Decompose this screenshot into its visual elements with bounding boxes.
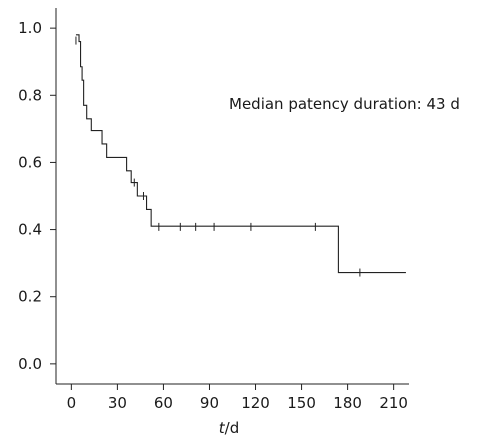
y-ticks: 0.0 0.2 0.4 0.6 0.8 1.0 — [18, 19, 56, 373]
y-tick-label: 0.2 — [18, 288, 42, 306]
x-tick-label: 120 — [241, 394, 270, 412]
x-axis-label-unit: /d — [225, 419, 240, 437]
x-axis-label-italic: t — [219, 419, 226, 437]
x-ticks: 0 30 60 90 120 150 180 210 — [67, 384, 408, 412]
y-tick-label: 0.6 — [18, 153, 42, 171]
x-tick-label: 210 — [379, 394, 408, 412]
y-tick-label: 0.4 — [18, 221, 42, 239]
x-tick-label: 180 — [333, 394, 362, 412]
x-tick-label: 60 — [154, 394, 173, 412]
censor-marks — [75, 36, 361, 277]
x-axis-label: t/d — [219, 419, 239, 437]
axes — [55, 8, 409, 385]
y-tick-label: 1.0 — [18, 19, 42, 37]
x-tick-label: 150 — [287, 394, 316, 412]
x-tick-label: 0 — [67, 394, 77, 412]
x-tick-label: 90 — [200, 394, 219, 412]
x-tick-label: 30 — [108, 394, 127, 412]
y-tick-label: 0.8 — [18, 86, 42, 104]
survival-curve — [75, 34, 406, 274]
annotation: Median patency duration: 43 d — [229, 95, 460, 113]
y-tick-label: 0.0 — [18, 355, 42, 373]
